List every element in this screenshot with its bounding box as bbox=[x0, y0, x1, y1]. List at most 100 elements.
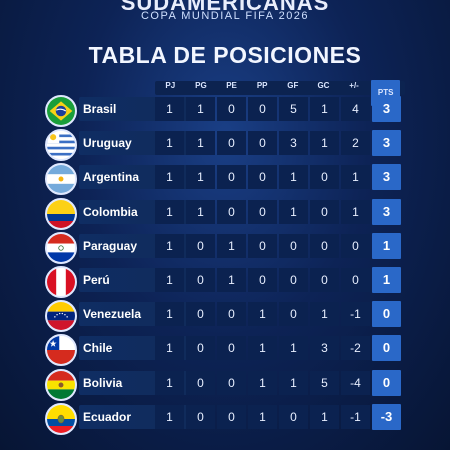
cell-pg: 0 bbox=[186, 268, 215, 292]
cell-dif: -1 bbox=[341, 404, 370, 429]
cell-pts: 0 bbox=[372, 335, 401, 362]
cell-pts: 0 bbox=[372, 301, 401, 328]
table-row: Perú 1 0 1 0 0 0 0 1 bbox=[45, 266, 405, 298]
cell-pj: 1 bbox=[155, 165, 184, 190]
cell-dif: 4 bbox=[341, 97, 370, 121]
colombia-flag-icon bbox=[45, 197, 77, 230]
cell-pp: 0 bbox=[248, 268, 277, 292]
cell-gc: 1 bbox=[310, 97, 339, 121]
table-row: Bolivia 1 0 0 1 1 5 -4 0 bbox=[45, 368, 405, 401]
cell-pts: -3 bbox=[372, 403, 401, 430]
cell-pe: 0 bbox=[217, 165, 246, 190]
cell-pj: 1 bbox=[155, 336, 184, 361]
cell-pe: 0 bbox=[217, 302, 246, 327]
cell-gc: 0 bbox=[310, 199, 339, 224]
cell-pg: 0 bbox=[186, 233, 215, 258]
cell-pg: 1 bbox=[186, 97, 215, 121]
cell-gf: 0 bbox=[279, 404, 308, 429]
cell-pp: 1 bbox=[248, 370, 277, 395]
uruguay-flag-icon bbox=[45, 129, 77, 162]
table-row: Brasil 1 1 0 0 5 1 4 3 bbox=[45, 95, 405, 127]
cell-pj: 1 bbox=[155, 268, 184, 292]
col-dif: +/- bbox=[349, 81, 359, 90]
cell-gf: 1 bbox=[279, 370, 308, 395]
cell-pg: 1 bbox=[186, 165, 215, 190]
cell-gf: 1 bbox=[279, 165, 308, 190]
table-row: Paraguay 1 0 1 0 0 0 0 1 bbox=[45, 231, 405, 264]
column-header: PJ PG PE PP GF GC +/- PTS bbox=[155, 80, 401, 106]
cell-pp: 1 bbox=[248, 302, 277, 327]
table-row: Argentina 1 1 0 0 1 0 1 3 bbox=[45, 163, 405, 196]
cell-pj: 1 bbox=[155, 404, 184, 429]
cell-pp: 0 bbox=[248, 233, 277, 258]
cell-pp: 0 bbox=[248, 97, 277, 121]
cell-dif: 0 bbox=[341, 233, 370, 258]
venezuela-flag-icon bbox=[45, 300, 77, 333]
table-row: Chile 1 0 0 1 1 3 -2 0 bbox=[45, 334, 405, 367]
cell-gf: 1 bbox=[279, 336, 308, 361]
table-row: Uruguay 1 1 0 0 3 1 2 3 bbox=[45, 129, 405, 162]
cell-gf: 3 bbox=[279, 131, 308, 156]
col-pj: PJ bbox=[165, 81, 176, 90]
cell-dif: -4 bbox=[341, 370, 370, 395]
paraguay-flag-icon bbox=[45, 231, 77, 264]
cell-pg: 0 bbox=[186, 404, 215, 429]
col-gc: GC bbox=[317, 81, 330, 90]
cell-pe: 0 bbox=[217, 404, 246, 429]
page-title: TABLA DE POSICIONES bbox=[88, 42, 362, 68]
cell-pg: 0 bbox=[186, 336, 215, 361]
cell-pp: 1 bbox=[248, 404, 277, 429]
cell-dif: 2 bbox=[341, 131, 370, 156]
cell-pe: 1 bbox=[217, 233, 246, 258]
cell-pj: 1 bbox=[155, 370, 184, 395]
cell-pe: 0 bbox=[217, 131, 246, 156]
cell-pe: 0 bbox=[217, 336, 246, 361]
bolivia-flag-icon bbox=[45, 368, 77, 401]
cell-pe: 0 bbox=[217, 199, 246, 224]
cell-pp: 0 bbox=[248, 199, 277, 224]
cell-dif: 0 bbox=[341, 268, 370, 292]
col-gf: GF bbox=[287, 81, 299, 90]
cell-pts: 3 bbox=[372, 164, 401, 191]
col-pe: PE bbox=[226, 81, 237, 90]
column-header-bar bbox=[155, 81, 405, 95]
ecuador-flag-icon bbox=[45, 402, 77, 435]
cell-pg: 1 bbox=[186, 131, 215, 156]
header-title: SUDAMERICANAS bbox=[120, 0, 330, 15]
table-row: Venezuela 1 0 0 1 0 1 -1 0 bbox=[45, 300, 405, 333]
cell-gc: 1 bbox=[310, 131, 339, 156]
cell-gc: 0 bbox=[310, 268, 339, 292]
brazil-flag-icon bbox=[45, 95, 77, 127]
cell-dif: -2 bbox=[341, 336, 370, 361]
chile-flag-icon bbox=[45, 334, 77, 367]
cell-pp: 0 bbox=[248, 165, 277, 190]
cell-pj: 1 bbox=[155, 199, 184, 224]
cell-pp: 1 bbox=[248, 336, 277, 361]
cell-gc: 3 bbox=[310, 336, 339, 361]
cell-pts: 0 bbox=[372, 369, 401, 396]
cell-pg: 1 bbox=[186, 199, 215, 224]
cell-gc: 0 bbox=[310, 165, 339, 190]
cell-pj: 1 bbox=[155, 97, 184, 121]
cell-pts: 3 bbox=[372, 130, 401, 157]
table-row: Colombia 1 1 0 0 1 0 1 3 bbox=[45, 197, 405, 230]
cell-pj: 1 bbox=[155, 233, 184, 258]
cell-gc: 0 bbox=[310, 233, 339, 258]
cell-dif: 1 bbox=[341, 165, 370, 190]
cell-pe: 0 bbox=[217, 370, 246, 395]
cell-pp: 0 bbox=[248, 131, 277, 156]
argentina-flag-icon bbox=[45, 163, 77, 196]
cell-pg: 0 bbox=[186, 370, 215, 395]
cell-pe: 1 bbox=[217, 268, 246, 292]
cell-pe: 0 bbox=[217, 97, 246, 121]
cell-pts: 3 bbox=[372, 198, 401, 225]
cell-pts: 1 bbox=[372, 267, 401, 293]
cell-pg: 0 bbox=[186, 302, 215, 327]
col-pg: PG bbox=[195, 81, 207, 90]
table-row: Ecuador 1 0 0 1 0 1 -1 -3 bbox=[45, 402, 405, 435]
header-subtitle: COPA MUNDIAL FIFA 2026 bbox=[140, 10, 310, 22]
cell-gc: 1 bbox=[310, 302, 339, 327]
cell-gf: 1 bbox=[279, 199, 308, 224]
cell-dif: 1 bbox=[341, 199, 370, 224]
cell-pts: 1 bbox=[372, 232, 401, 259]
